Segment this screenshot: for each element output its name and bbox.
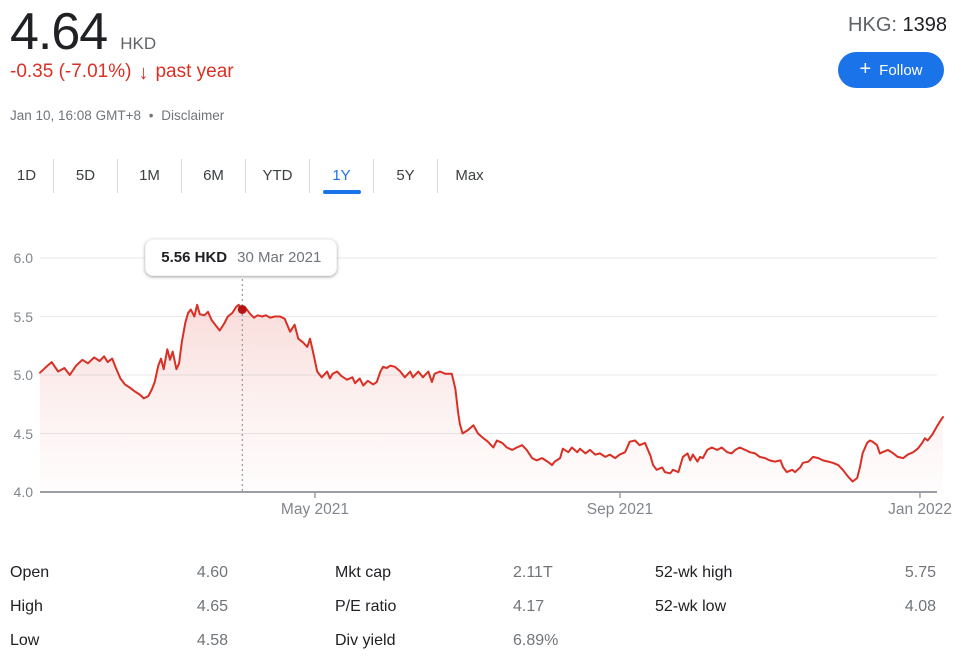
stat-label: Open xyxy=(10,564,50,581)
stat-label: Low xyxy=(10,632,40,649)
tab-divider xyxy=(53,158,54,193)
price-header: 4.64 HKD xyxy=(10,6,156,58)
x-axis-label: Jan 2022 xyxy=(888,501,952,518)
stat-row: Div yield 6.89% xyxy=(335,629,575,651)
y-axis-label: 4.0 xyxy=(13,484,33,500)
stat-label: Mkt cap xyxy=(335,564,392,581)
stat-value: 6.89% xyxy=(513,632,559,649)
stat-value: 4.60 xyxy=(196,564,228,581)
quote-timestamp: Jan 10, 16:08 GMT+8 xyxy=(10,108,141,123)
exchange-label: HKG: xyxy=(848,14,897,36)
time-range-tabs: 1D 5D 1M 6M YTD 1Y 5Y Max xyxy=(0,157,501,194)
tab-1m[interactable]: 1M xyxy=(118,157,181,194)
tab-divider xyxy=(309,158,310,193)
price-change-row: -0.35 (-7.01%) ↓ past year xyxy=(10,61,234,83)
currency-label: HKD xyxy=(120,34,157,53)
follow-button-label: Follow xyxy=(879,61,923,79)
stat-row: High 4.65 xyxy=(10,595,228,617)
stat-row: Low 4.58 xyxy=(10,629,228,651)
tab-1y[interactable]: 1Y xyxy=(310,157,373,194)
selected-tab-underline xyxy=(322,190,361,194)
down-arrow-icon: ↓ xyxy=(138,62,149,84)
stats-column: Mkt cap 2.11T P/E ratio 4.17 Div yield 6.89% xyxy=(335,561,575,663)
chart-tooltip: 5.56 HKD 30 Mar 2021 xyxy=(145,239,338,276)
stat-value: 4.65 xyxy=(196,598,228,615)
tab-divider xyxy=(245,158,246,193)
tab-divider xyxy=(181,158,182,193)
tab-max[interactable]: Max xyxy=(438,157,501,194)
price-chart-svg xyxy=(39,257,944,498)
price-chart[interactable]: 5.56 HKD 30 Mar 2021 6.0 5.5 5.0 4.5 4.0 May … xyxy=(0,230,974,540)
stat-label: 52-wk low xyxy=(655,598,727,615)
tab-label: 1M xyxy=(139,167,160,184)
y-axis-label: 4.5 xyxy=(13,425,33,442)
tab-label: 6M xyxy=(203,167,224,184)
x-axis-label: Sep 2021 xyxy=(586,501,654,518)
price-change-value: -0.35 (-7.01%) xyxy=(10,61,132,82)
plus-icon: + xyxy=(859,58,872,80)
stat-row: P/E ratio 4.17 xyxy=(335,595,575,617)
stats-column: 52-wk high 5.75 52-wk low 4.08 xyxy=(655,561,936,629)
stats-column: Open 4.60 High 4.65 Low 4.58 xyxy=(10,561,228,663)
tab-1d[interactable]: 1D xyxy=(0,157,53,194)
y-axis-label: 5.5 xyxy=(13,308,33,325)
stat-value: 4.17 xyxy=(513,598,545,615)
current-price: 4.64 xyxy=(10,3,108,61)
stat-value: 4.08 xyxy=(904,598,936,615)
stat-row: 52-wk low 4.08 xyxy=(655,595,936,617)
y-axis-label: 5.0 xyxy=(13,367,33,383)
tab-5d[interactable]: 5D xyxy=(54,157,117,194)
tab-6m[interactable]: 6M xyxy=(182,157,245,194)
stat-value: 4.58 xyxy=(196,632,228,649)
tab-label: Max xyxy=(455,167,484,184)
tooltip-price: 5.56 HKD xyxy=(161,249,228,266)
stat-row: Mkt cap 2.11T xyxy=(335,561,575,583)
meta-separator: • xyxy=(148,108,154,123)
stat-label: High xyxy=(10,598,43,615)
tab-label: 1D xyxy=(16,167,37,184)
stat-value: 2.11T xyxy=(513,564,553,581)
x-axis-label: May 2021 xyxy=(280,501,349,518)
stat-label: 52-wk high xyxy=(655,564,733,581)
tab-divider xyxy=(117,158,118,193)
tab-label: YTD xyxy=(262,167,293,184)
y-axis-label: 6.0 xyxy=(13,250,33,266)
tab-label: 5D xyxy=(75,167,96,184)
ticker-symbol: HKG: 1398 xyxy=(848,14,947,37)
stat-row: 52-wk high 5.75 xyxy=(655,561,936,583)
quote-meta-row: Jan 10, 16:08 GMT+8 • Disclaimer xyxy=(10,108,228,123)
stat-row: Open 4.60 xyxy=(10,561,228,583)
tab-5y[interactable]: 5Y xyxy=(374,157,437,194)
ticker-number: 1398 xyxy=(902,14,948,36)
tab-label: 1Y xyxy=(332,167,351,184)
stat-value: 5.75 xyxy=(904,564,936,581)
change-period-label: past year xyxy=(155,61,234,82)
disclaimer-link[interactable]: Disclaimer xyxy=(161,108,225,123)
stat-label: Div yield xyxy=(335,632,396,649)
tab-label: 5Y xyxy=(396,167,415,184)
tooltip-date: 30 Mar 2021 xyxy=(237,249,322,266)
tab-ytd[interactable]: YTD xyxy=(246,157,309,194)
tab-divider xyxy=(373,158,374,193)
stat-label: P/E ratio xyxy=(335,598,397,615)
tab-divider xyxy=(437,158,438,193)
follow-button[interactable]: + Follow xyxy=(838,52,944,88)
